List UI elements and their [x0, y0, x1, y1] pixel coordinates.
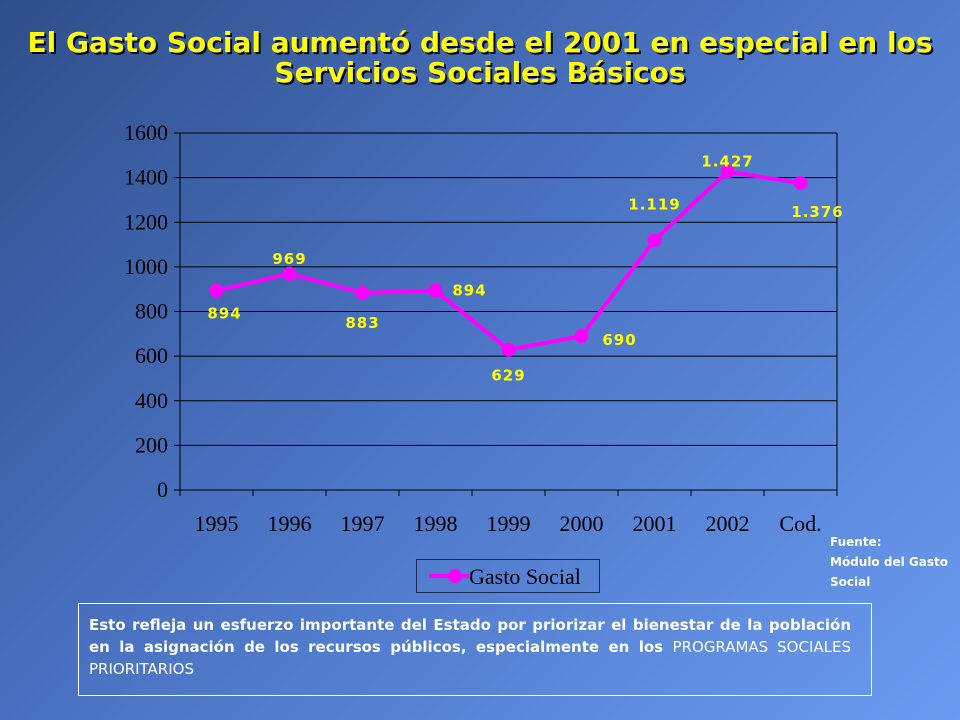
data-label: 1.119 — [628, 195, 680, 213]
data-point — [647, 233, 662, 248]
legend-swatch — [429, 569, 469, 583]
y-tick-label: 400 — [135, 388, 168, 413]
commentary-emphasis: PROGRAMAS SOCIALES PRIORITARIOS — [89, 638, 851, 678]
x-tick-label: Cod. — [779, 511, 821, 536]
source-note: Fuente: Módulo del Gasto Social — [830, 532, 960, 592]
x-tick-label: 1998 — [414, 511, 458, 536]
y-tick-label: 200 — [135, 432, 168, 457]
x-tick-label: 1999 — [487, 511, 531, 536]
data-point — [501, 342, 516, 357]
data-point — [720, 164, 735, 179]
data-point — [209, 283, 224, 298]
legend: Gasto Social — [416, 559, 600, 593]
data-point — [574, 329, 589, 344]
data-label: 1.376 — [791, 203, 843, 221]
y-tick-label: 600 — [135, 343, 168, 368]
legend-label: Gasto Social — [469, 564, 581, 589]
source-line-2: Módulo del Gasto — [830, 555, 948, 569]
title-line-2: Servicios Sociales Básicos — [274, 56, 686, 89]
data-label: 1.427 — [701, 153, 753, 171]
y-tick-label: 1200 — [124, 209, 168, 234]
data-label: 690 — [602, 331, 636, 349]
source-line-1: Fuente: — [830, 535, 882, 549]
x-tick-label: 1995 — [195, 511, 239, 536]
x-tick-label: 2001 — [633, 511, 677, 536]
chart-title: El Gasto Social aumentó desde el 2001 en… — [0, 28, 960, 88]
title-line-1: El Gasto Social aumentó desde el 2001 en… — [27, 26, 933, 59]
x-tick-label: 1996 — [268, 511, 312, 536]
data-point — [282, 266, 297, 281]
data-label: 629 — [491, 367, 525, 385]
x-tick-label: 2002 — [706, 511, 750, 536]
y-tick-label: 800 — [135, 299, 168, 324]
commentary-text: Esto refleja un esfuerzo importante del … — [89, 616, 851, 656]
source-line-3: Social — [830, 575, 871, 589]
data-label: 969 — [272, 250, 306, 268]
y-tick-label: 1000 — [124, 254, 168, 279]
data-point — [793, 175, 808, 190]
data-point — [428, 283, 443, 298]
line-chart: 0 200 400 600 800 1000 1200 1400 1600 1995 1996 199… — [124, 120, 843, 536]
data-label: 883 — [345, 314, 379, 332]
data-label: 894 — [452, 282, 486, 300]
y-tick-label: 0 — [157, 477, 168, 502]
data-point — [355, 285, 370, 300]
x-tick-label: 1997 — [341, 511, 385, 536]
y-tick-label: 1600 — [124, 120, 168, 145]
data-label: 894 — [207, 305, 241, 323]
commentary-box: Esto refleja un esfuerzo importante del … — [78, 603, 872, 696]
y-tick-label: 1400 — [124, 165, 168, 190]
x-tick-label: 2000 — [560, 511, 604, 536]
